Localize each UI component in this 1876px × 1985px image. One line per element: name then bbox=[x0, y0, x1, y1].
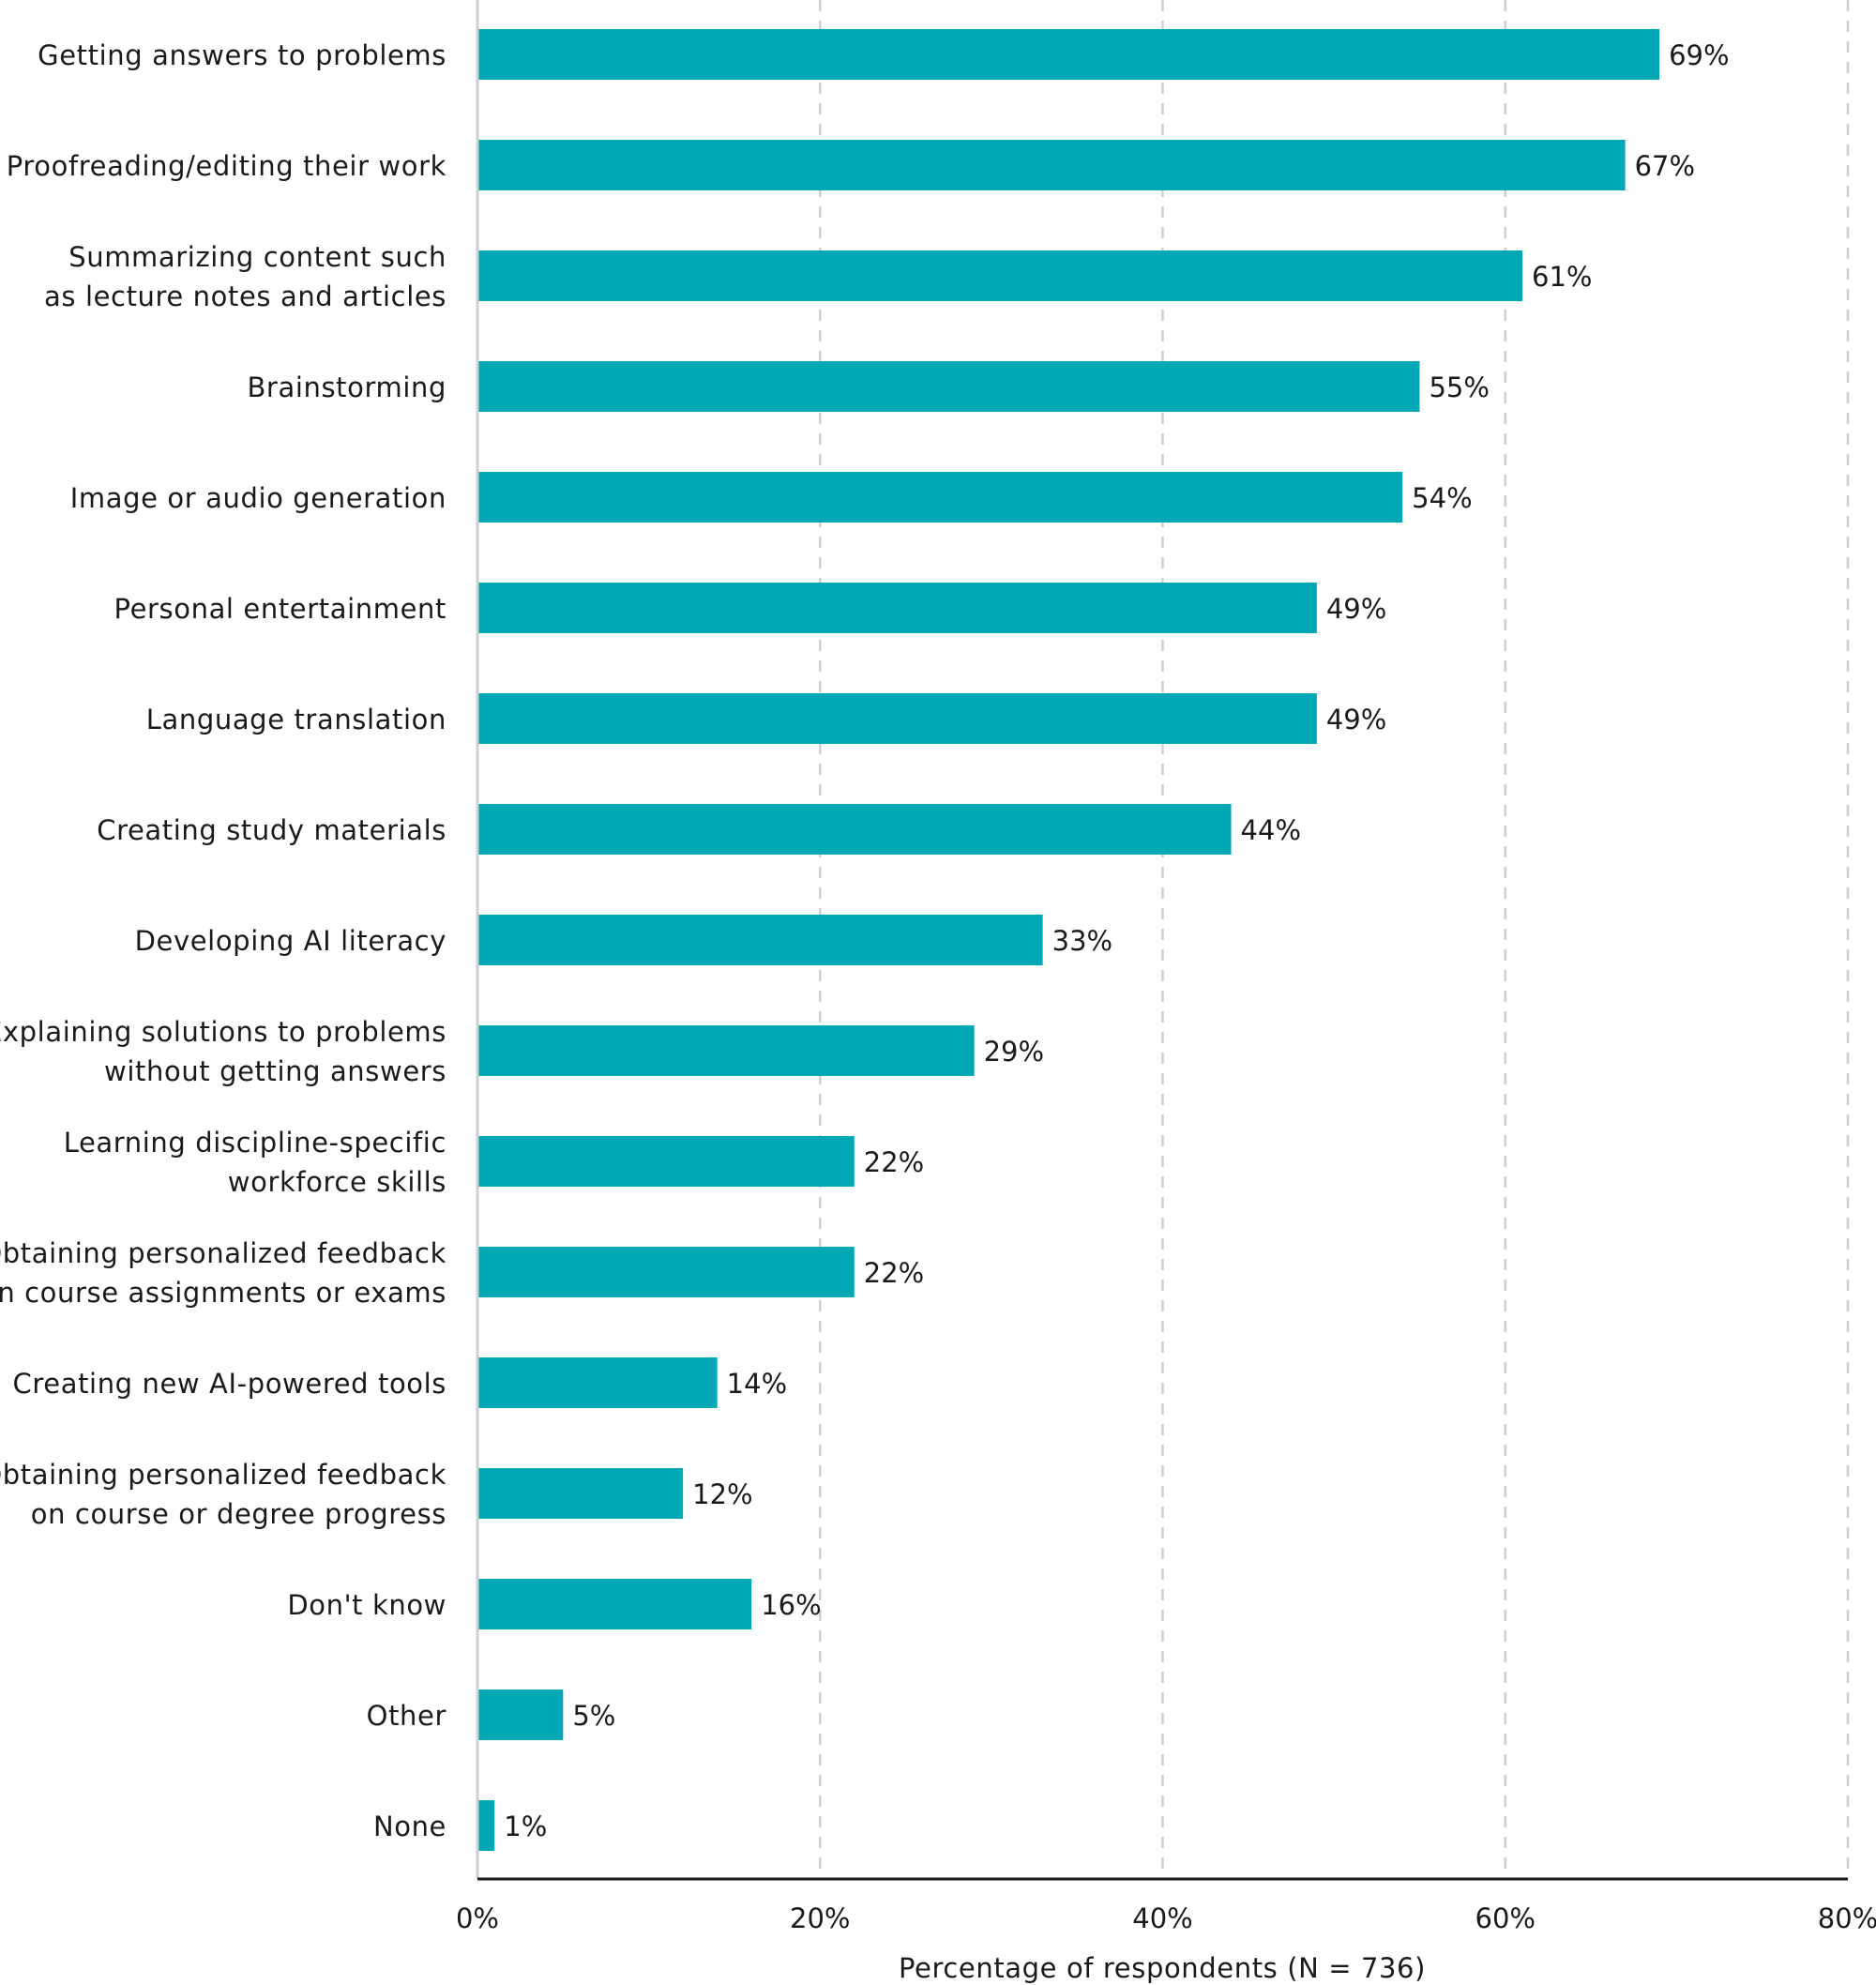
category-label: Brainstorming bbox=[247, 371, 446, 403]
category-label: Language translation bbox=[146, 704, 446, 735]
bar bbox=[478, 1690, 564, 1740]
bar-value-label: 22% bbox=[864, 1146, 924, 1178]
bar-value-label: 49% bbox=[1326, 704, 1386, 735]
category-label: Getting answers to problems bbox=[38, 39, 446, 71]
category-label: Obtaining personalized feedback on course… bbox=[0, 1459, 446, 1530]
bar-value-label: 22% bbox=[864, 1257, 924, 1289]
category-label: Summarizing content such as lecture notes… bbox=[44, 241, 446, 312]
bar bbox=[478, 693, 1317, 744]
category-label: Learning discipline-specific workforce sk… bbox=[64, 1127, 446, 1198]
x-tick-label: 0% bbox=[456, 1902, 499, 1934]
category-label: Creating new AI-powered tools bbox=[13, 1368, 446, 1400]
bar-value-label: 44% bbox=[1241, 814, 1301, 846]
category-label: Obtaining personalized feedback on course… bbox=[0, 1237, 446, 1309]
bar bbox=[478, 1247, 855, 1297]
bar bbox=[478, 583, 1317, 633]
category-label: Image or audio generation bbox=[70, 482, 446, 514]
x-tick-label: 20% bbox=[790, 1902, 850, 1934]
bar bbox=[478, 29, 1660, 80]
category-label: Creating study materials bbox=[97, 814, 446, 846]
bar bbox=[478, 1357, 718, 1408]
labels: 0% 20% 40% 60% 80% 69% Getting answers to prob… bbox=[0, 39, 1876, 1934]
bar bbox=[478, 250, 1523, 301]
bar bbox=[478, 1800, 495, 1851]
bar-value-label: 12% bbox=[692, 1478, 752, 1510]
bar-value-label: 61% bbox=[1532, 261, 1592, 293]
bar bbox=[478, 361, 1420, 412]
bar-value-label: 16% bbox=[761, 1589, 821, 1621]
bar bbox=[478, 804, 1232, 855]
axes bbox=[476, 0, 1848, 1881]
bar-value-label: 1% bbox=[504, 1811, 547, 1842]
x-tick-label: 40% bbox=[1132, 1902, 1192, 1934]
bar-value-label: 33% bbox=[1052, 925, 1112, 957]
bar-value-label: 69% bbox=[1669, 39, 1729, 71]
bar bbox=[478, 1579, 752, 1629]
bar bbox=[478, 140, 1626, 190]
bar bbox=[478, 915, 1043, 965]
x-tick-label: 60% bbox=[1475, 1902, 1536, 1934]
bar bbox=[478, 1136, 855, 1187]
category-label: Proofreading/editing their work bbox=[7, 150, 446, 182]
category-label: Explaining solutions to problems without … bbox=[0, 1016, 446, 1087]
bar-value-label: 14% bbox=[727, 1368, 787, 1400]
x-tick-label: 80% bbox=[1818, 1902, 1876, 1934]
bar bbox=[478, 1025, 975, 1076]
x-axis-title: Percentage of respondents (N = 736) bbox=[899, 1952, 1426, 1984]
bar bbox=[478, 1468, 684, 1519]
category-label: None bbox=[373, 1811, 446, 1842]
category-label: Developing AI literacy bbox=[135, 925, 446, 957]
bar-value-label: 55% bbox=[1429, 371, 1489, 403]
bar-value-label: 67% bbox=[1635, 150, 1695, 182]
category-label: Personal entertainment bbox=[114, 593, 446, 625]
bar-value-label: 5% bbox=[572, 1700, 615, 1732]
bar-value-label: 29% bbox=[984, 1036, 1044, 1068]
bar-value-label: 54% bbox=[1412, 482, 1472, 514]
category-label: Other bbox=[367, 1700, 446, 1732]
category-label: Don't know bbox=[287, 1589, 446, 1621]
bar bbox=[478, 472, 1403, 523]
bar-value-label: 49% bbox=[1326, 593, 1386, 625]
bars bbox=[478, 29, 1660, 1851]
